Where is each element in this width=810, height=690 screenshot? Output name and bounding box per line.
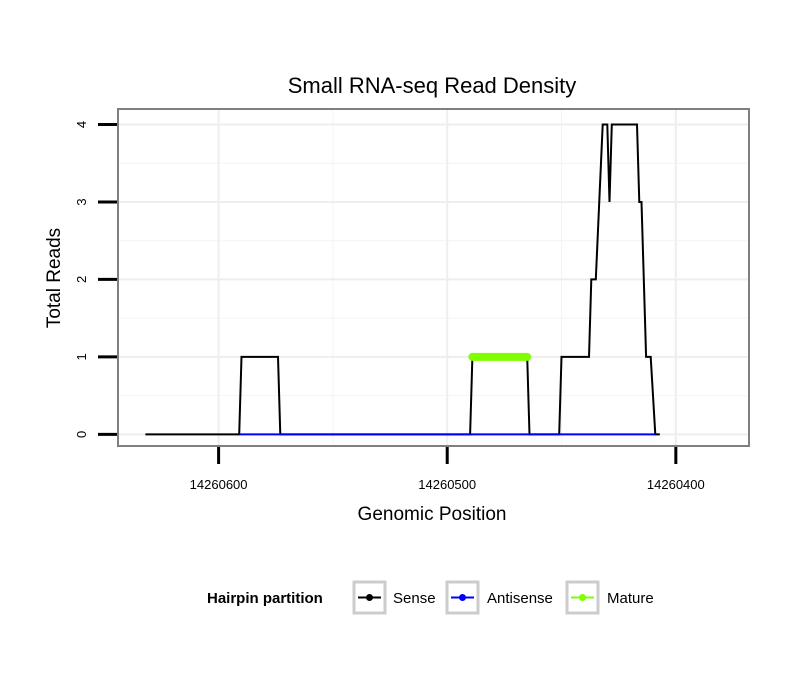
legend-key-box [565, 580, 600, 615]
legend-label: Antisense [487, 590, 553, 607]
y-tick-label: 0 [74, 431, 89, 438]
y-axis: 0 1 2 3 4 [74, 121, 117, 438]
plot-border [117, 108, 750, 447]
legend-key-point [579, 594, 586, 601]
plot-panel [117, 108, 750, 447]
legend-item-antisense: Antisense [445, 580, 553, 615]
legend-title: Hairpin partition [207, 590, 323, 607]
y-tick-label: 3 [74, 198, 89, 205]
y-axis-title: Total Reads [44, 228, 65, 328]
x-tick-label: 14260600 [190, 477, 248, 492]
legend-key-point [366, 594, 373, 601]
x-axis-title: Genomic Position [358, 504, 507, 525]
y-tick-label: 4 [74, 121, 89, 128]
legend-item-mature: Mature [565, 580, 654, 615]
legend-key-point [459, 594, 466, 601]
x-tick-label: 14260500 [418, 477, 476, 492]
legend-label: Sense [393, 590, 436, 607]
legend: Hairpin partition Sense Antisense Mature [207, 580, 654, 615]
y-tick-label: 1 [74, 353, 89, 360]
y-tick-label: 2 [74, 276, 89, 283]
chart-title: Small RNA-seq Read Density [288, 73, 577, 98]
x-axis: 14260600 14260500 14260400 [190, 447, 705, 492]
legend-label: Mature [607, 590, 654, 607]
x-tick-label: 14260400 [647, 477, 705, 492]
legend-item-sense: Sense [352, 580, 436, 615]
